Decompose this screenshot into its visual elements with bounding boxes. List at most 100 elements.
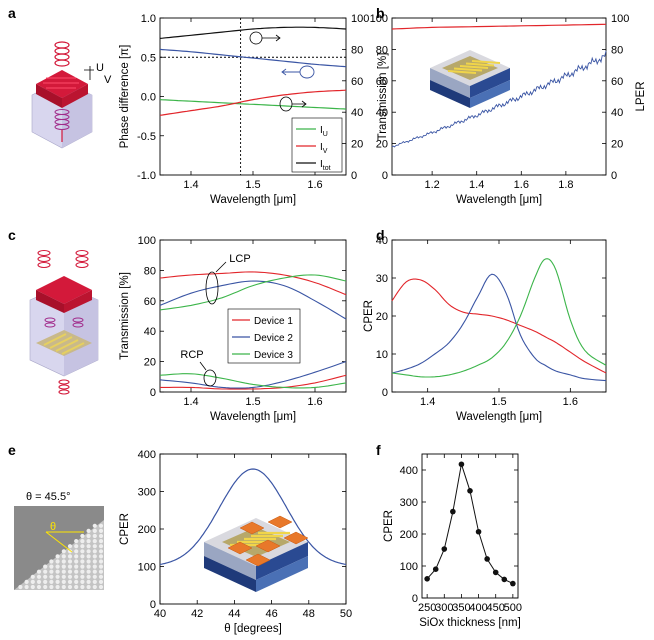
- inset-base: [430, 80, 470, 108]
- sem-dot: [98, 569, 104, 574]
- sem-dot: [98, 549, 104, 554]
- sem-dot: [49, 579, 54, 585]
- annotation-circle: [249, 31, 263, 45]
- sem-dot: [49, 564, 54, 569]
- sem-dot: [67, 544, 73, 549]
- inset-device-e: [204, 515, 309, 592]
- legend-label: Itot: [320, 159, 331, 172]
- sem-dot: [98, 554, 104, 559]
- y-tick-label: 100: [138, 562, 156, 574]
- sem-dot: [49, 559, 54, 564]
- x-tick-label: 1.6: [563, 396, 578, 408]
- sem-dot: [80, 569, 85, 574]
- data-point: [458, 461, 465, 468]
- chart-c: 1.4 1.5 1.6 0 20 40 60 80 100 Wavelength [μm] Tran…: [119, 235, 347, 423]
- data-point: [510, 580, 516, 587]
- sem-dot: [30, 579, 35, 585]
- series-line-device-3: [159, 274, 347, 311]
- series-line-i-v: [159, 89, 347, 116]
- y-tick-label: 200: [138, 524, 156, 536]
- grating-bar: [453, 67, 483, 72]
- y-axis-label: CPER: [383, 510, 395, 542]
- sem-dot: [61, 564, 66, 569]
- panel-label-e: e: [8, 442, 16, 458]
- sem-dot: [18, 584, 23, 590]
- x-tick-label: 1.4: [183, 179, 198, 191]
- y2-tick-label: 0: [611, 170, 617, 182]
- x-tick-label: 450: [487, 602, 505, 614]
- sem-dot: [86, 544, 91, 549]
- y2-tick-label: 100: [351, 13, 369, 25]
- sem-dot: [86, 533, 91, 539]
- annotation-arrow: [292, 100, 307, 108]
- inset-block: [255, 539, 281, 553]
- x-tick-label: 350: [452, 602, 470, 614]
- series-line-cper: [426, 464, 514, 585]
- sem-dot: [74, 559, 79, 564]
- sem-dot: [67, 574, 73, 579]
- x-tick-label: 400: [469, 602, 487, 614]
- y-tick-label: 400: [400, 465, 418, 477]
- inset-device-b: [430, 50, 510, 108]
- inset-base: [256, 556, 308, 592]
- sem-dot: [92, 564, 97, 569]
- sem-dot: [80, 579, 85, 585]
- sem-dot: [24, 579, 29, 585]
- y-tick-label: 0: [150, 387, 156, 399]
- x-axis-label: SiOx thickness [nm]: [419, 617, 521, 629]
- sem-dot: [67, 564, 73, 569]
- annotation-leader: [215, 261, 227, 273]
- x-axis-label: θ [degrees]: [224, 623, 282, 635]
- series-line-phase: [159, 48, 347, 68]
- y-tick-label: 40: [144, 326, 156, 338]
- schematic-v-label: V: [104, 74, 112, 86]
- annotation-arrow: [262, 34, 281, 42]
- x-axis-label: Wavelength [μm]: [210, 411, 296, 423]
- y-tick-label: 80: [144, 265, 156, 277]
- y-tick-label: -0.5: [137, 131, 156, 143]
- x-axis-label: Wavelength [μm]: [456, 194, 542, 206]
- grating-bar: [471, 60, 501, 64]
- y2-axis-label: LPER: [635, 81, 647, 111]
- legend-label: Device 1: [254, 316, 293, 327]
- data-point: [441, 546, 448, 552]
- series-line-device-2: [159, 280, 347, 320]
- annotation-leader: [199, 361, 207, 371]
- grating-bar: [459, 65, 489, 69]
- y-tick-label: 20: [376, 139, 388, 151]
- annotation-circle: [279, 96, 293, 112]
- y-tick-label: 300: [138, 487, 156, 499]
- sem-dot: [61, 554, 66, 559]
- annotation-ellipse: [203, 369, 217, 387]
- x-tick-label: 1.6: [514, 179, 529, 191]
- sem-dot: [67, 579, 73, 585]
- y-tick-label: -1.0: [137, 170, 156, 182]
- sem-dot: [80, 554, 85, 559]
- legend-label: Device 2: [254, 333, 293, 344]
- y-tick-label: 80: [376, 44, 388, 56]
- sem-dot: [55, 584, 60, 590]
- y-tick-label: 300: [400, 497, 418, 509]
- panel-label-a: a: [8, 5, 16, 21]
- y-tick-label: 40: [376, 235, 388, 247]
- y-tick-label: 0: [382, 387, 388, 399]
- sem-dot: [80, 584, 85, 590]
- y-tick-label: 0.0: [141, 92, 156, 104]
- y-tick-label: 1.0: [141, 13, 156, 25]
- y2-tick-label: 60: [611, 76, 623, 88]
- sem-dot: [74, 569, 79, 574]
- x-tick-label: 50: [340, 608, 352, 620]
- chart-e: 40 42 44 46 48 50 0 100 200 300 400 θ [degrees] CPER: [119, 449, 352, 635]
- y-tick-label: 0.5: [141, 52, 156, 64]
- inset-side: [256, 542, 308, 580]
- series-line-lper: [391, 50, 607, 148]
- x-tick-label: 1.6: [307, 396, 322, 408]
- plot-frame: [391, 239, 607, 393]
- y2-tick-label: 60: [351, 76, 363, 88]
- x-tick-label: 42: [191, 608, 203, 620]
- series-line-cper: [159, 468, 347, 565]
- inset-block: [239, 521, 265, 535]
- y2-tick-label: 80: [611, 44, 623, 56]
- sem-dot: [80, 539, 85, 544]
- sem-dot: [74, 584, 79, 590]
